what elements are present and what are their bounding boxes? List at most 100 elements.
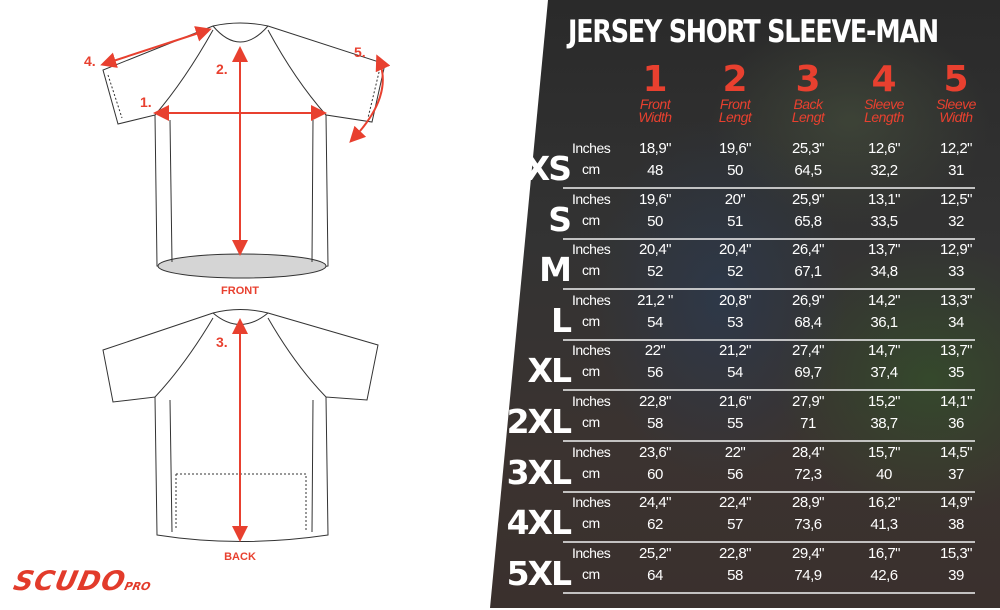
- inches-value: 14,2": [867, 291, 901, 309]
- size-label: S: [548, 199, 572, 239]
- column-label: Sleeve: [936, 96, 976, 112]
- cm-value: 73,6: [794, 516, 822, 534]
- cm-value: 67,1: [794, 263, 822, 281]
- inches-value: 14,5": [939, 443, 973, 461]
- inches-value: 14,9": [939, 494, 973, 512]
- cm-value: 39: [948, 566, 964, 584]
- row-divider: [563, 187, 975, 189]
- cm-value: 34: [948, 313, 964, 331]
- column-label: Front: [639, 96, 671, 112]
- cm-value: 56: [727, 465, 743, 483]
- unit-cm: cm: [582, 161, 600, 177]
- cm-value: 40: [876, 465, 892, 483]
- marker-5: 5.: [354, 44, 366, 60]
- inches-value: 24,4": [638, 494, 672, 512]
- table-row: 5XL Inches cm 25,2" 64 22,8" 58 29,4" 74,9 16,…: [507, 545, 990, 600]
- inches-value: 22,4": [718, 494, 752, 512]
- table-row: M Inches cm 20,4" 52 20,4" 52 26,4" 67,1 13,7"…: [510, 241, 990, 296]
- cm-value: 38,7: [870, 415, 898, 432]
- front-label: FRONT: [221, 285, 259, 297]
- cm-value: 35: [948, 364, 964, 382]
- inches-value: 22,8": [718, 544, 752, 562]
- inches-value: 21,2": [718, 342, 752, 360]
- inches-value: 22": [644, 342, 666, 360]
- row-divider: [563, 288, 975, 291]
- cm-value: 52: [727, 263, 743, 281]
- cm-value: 72,3: [794, 465, 822, 483]
- unit-cm: cm: [582, 363, 600, 380]
- unit-inches: Inches: [572, 393, 611, 409]
- unit-inches: Inches: [572, 494, 611, 511]
- column-label: Lengt: [718, 109, 752, 125]
- inches-value: 13,3": [939, 291, 973, 309]
- cm-value: 55: [727, 415, 743, 432]
- column-label: Back: [793, 96, 823, 112]
- inches-value: 20,4": [638, 241, 672, 259]
- row-divider: [563, 389, 975, 392]
- scudo-pro-logo: SCUDOPRO: [11, 566, 155, 597]
- cm-value: 38: [948, 516, 964, 534]
- inches-value: 12,9": [939, 241, 973, 259]
- cm-value: 68,4: [794, 313, 822, 331]
- column-header-1: 1 Front Width: [617, 62, 693, 125]
- column-header-2: 2 Front Lengt: [697, 59, 773, 125]
- inches-value: 25,2": [638, 544, 672, 562]
- cm-value: 60: [647, 465, 663, 483]
- logo-sub: PRO: [123, 580, 152, 593]
- unit-cm: cm: [582, 211, 600, 228]
- inches-value: 26,9": [791, 291, 825, 309]
- column-header-4: 4 Sleeve Length: [846, 62, 922, 125]
- inches-value: 15,2": [867, 393, 901, 410]
- row-divider: [563, 541, 975, 544]
- inches-value: 19,6": [638, 190, 672, 208]
- cm-value: 34,8: [870, 263, 898, 281]
- cm-value: 36: [948, 415, 964, 432]
- cm-value: 56: [647, 364, 663, 382]
- inches-value: 27,4": [791, 342, 825, 360]
- cm-value: 37,4: [870, 364, 898, 382]
- unit-cm: cm: [582, 464, 600, 481]
- table-row: 2XL Inches cm 22,8" 58 21,6" 55 27,9" 71 15,2"…: [506, 393, 990, 448]
- column-header-5: 5 Sleeve Width: [918, 62, 994, 125]
- cm-value: 71: [800, 415, 816, 432]
- inches-value: 21,2 ": [637, 291, 673, 309]
- column-header-3: 3 Back Lengt: [770, 59, 846, 125]
- unit-inches: Inches: [572, 342, 611, 359]
- inches-value: 12,6": [867, 140, 901, 157]
- cm-value: 57: [727, 516, 743, 534]
- column-number: 3: [795, 59, 821, 100]
- unit-inches: Inches: [572, 291, 611, 308]
- cm-value: 62: [647, 516, 663, 534]
- cm-value: 32: [948, 212, 964, 230]
- size-label: M: [539, 250, 572, 290]
- inches-value: 22,8": [638, 393, 672, 410]
- back-label: BACK: [224, 551, 256, 563]
- inches-value: 22": [724, 443, 746, 461]
- inches-value: 29,4": [791, 544, 825, 562]
- cm-value: 64,5: [794, 162, 822, 179]
- cm-value: 52: [647, 263, 663, 281]
- cm-value: 53: [727, 313, 743, 331]
- jersey-drawing: [100, 22, 391, 542]
- row-divider: [563, 440, 975, 442]
- inches-value: 14,7": [867, 342, 901, 360]
- cm-value: 54: [647, 313, 663, 331]
- logo-main: SCUDO: [10, 566, 129, 597]
- table-row: 3XL Inches cm 23,6" 60 22" 56 28,4" 72,3 15,7"…: [507, 444, 990, 499]
- unit-cm: cm: [582, 565, 600, 582]
- inches-value: 21,6": [718, 393, 752, 410]
- size-label: XL: [527, 351, 573, 391]
- size-label: 2XL: [506, 402, 572, 441]
- cm-value: 31: [948, 162, 964, 179]
- table-row: L Inches cm 21,2 " 54 20,8" 53 26,9" 68,4 14,2…: [510, 292, 990, 347]
- column-label: Length: [864, 109, 904, 125]
- inches-value: 28,9": [791, 494, 825, 512]
- inches-value: 13,7": [939, 342, 973, 360]
- table-row: XL Inches cm 22" 56 21,2" 54 27,4" 69,7 14,7" 3…: [510, 342, 990, 397]
- row-divider: [563, 490, 975, 493]
- marker-4: 4.: [84, 53, 96, 69]
- cm-value: 32,2: [870, 162, 898, 179]
- column-number: 2: [722, 59, 748, 100]
- inches-value: 15,3": [939, 544, 973, 562]
